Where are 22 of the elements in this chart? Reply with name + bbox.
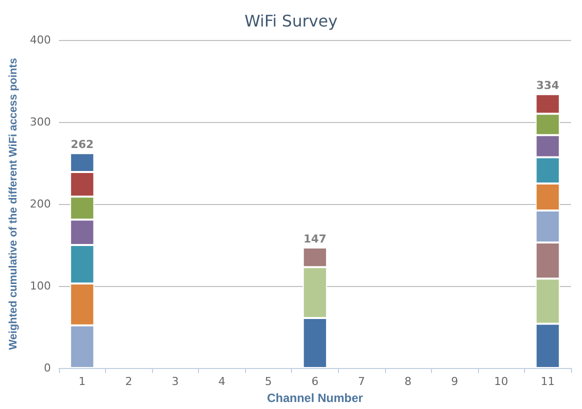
chart-title: WiFi Survey	[244, 12, 338, 30]
x-tick-label: 6	[311, 375, 318, 388]
total-label: 147	[303, 232, 326, 246]
x-tick-label: 4	[218, 375, 226, 388]
x-tick-label: 11	[540, 375, 555, 388]
x-axis-title: Channel Number	[266, 391, 364, 405]
y-tick-label: 300	[30, 116, 51, 128]
y-tick-label: 400	[30, 34, 51, 46]
total-label: 262	[70, 138, 94, 152]
y-tick-label: 200	[30, 198, 51, 210]
x-tick-label: 7	[358, 375, 366, 388]
x-tick-label: 2	[125, 375, 132, 388]
x-tick-label: 5	[264, 375, 272, 388]
total-label: 334	[536, 79, 560, 92]
x-tick-label: 10	[494, 375, 508, 388]
y-tick-label: 100	[30, 280, 51, 292]
x-tick-label: 9	[451, 375, 458, 388]
x-tick-label: 3	[172, 375, 179, 388]
x-tick-label: 1	[78, 375, 86, 388]
y-tick-label: 0	[44, 362, 51, 374]
x-tick-label: 8	[404, 375, 412, 388]
y-axis-title: Weighted cumulative of the different WiFi access points	[8, 58, 20, 350]
